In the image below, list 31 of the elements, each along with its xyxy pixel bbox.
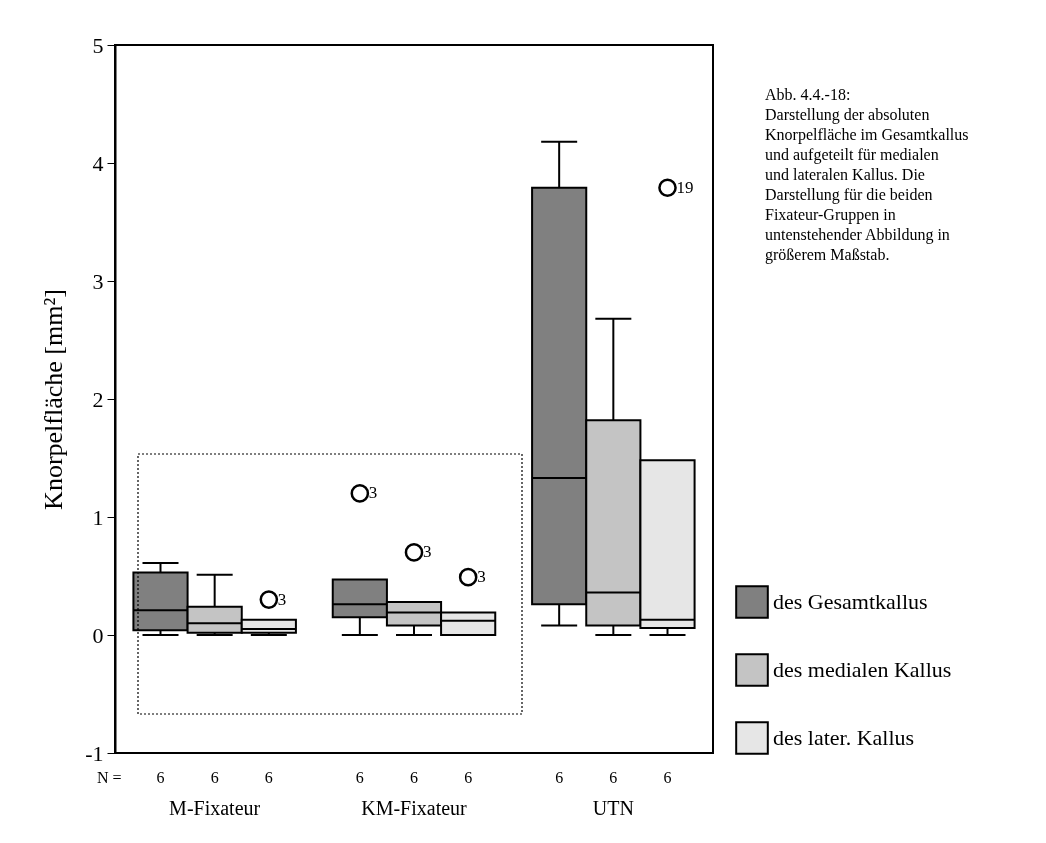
text: 6 (555, 769, 564, 786)
y-tick-label: 0 (92, 622, 104, 648)
text: 6 (410, 769, 418, 786)
text: 6 (264, 769, 273, 786)
annotation: 3 (368, 483, 378, 503)
y-tick-label: 1 (92, 504, 104, 530)
annotation: 3 (277, 589, 287, 609)
y-tick-label: 3 (92, 268, 104, 294)
caption: Abb. 4.4.-18: (765, 86, 851, 103)
text: 6 (663, 769, 672, 786)
annotation: 3 (423, 542, 432, 562)
text: 6 (355, 769, 364, 786)
legend-label: des later. Kallus (773, 725, 915, 750)
x-tick-label: M-Fixateur (169, 796, 261, 819)
y-axis-title: Knorpelfläche [mm²] (39, 289, 69, 510)
x-tick-label: KM-Fixateur (361, 796, 468, 819)
text: 6 (464, 769, 473, 786)
text: 6 (609, 769, 618, 786)
annotation: 19 (676, 177, 694, 197)
y-tick-label: 5 (92, 32, 104, 58)
text: 6 (156, 769, 165, 786)
text: Darstellung der absoluten Knorpelfläche im Gesamtkallus und aufgeteilt für medialen und lateralen Kallus. Die Darstellung für die beiden Fixateur-Gruppen in untenstehender Abbildung in größerem Maßstab. (765, 106, 969, 264)
legend-label: des medialen Kallus (773, 657, 952, 682)
legend-label: des Gesamtkallus (773, 589, 928, 614)
y-tick-label: -1 (85, 740, 104, 766)
y-tick-label: 4 (92, 150, 104, 176)
annotation: 3 (477, 567, 486, 587)
text: N = (97, 769, 122, 786)
y-tick-label: 2 (92, 386, 104, 412)
x-tick-label: UTN (592, 796, 634, 819)
text: 6 (210, 769, 219, 786)
